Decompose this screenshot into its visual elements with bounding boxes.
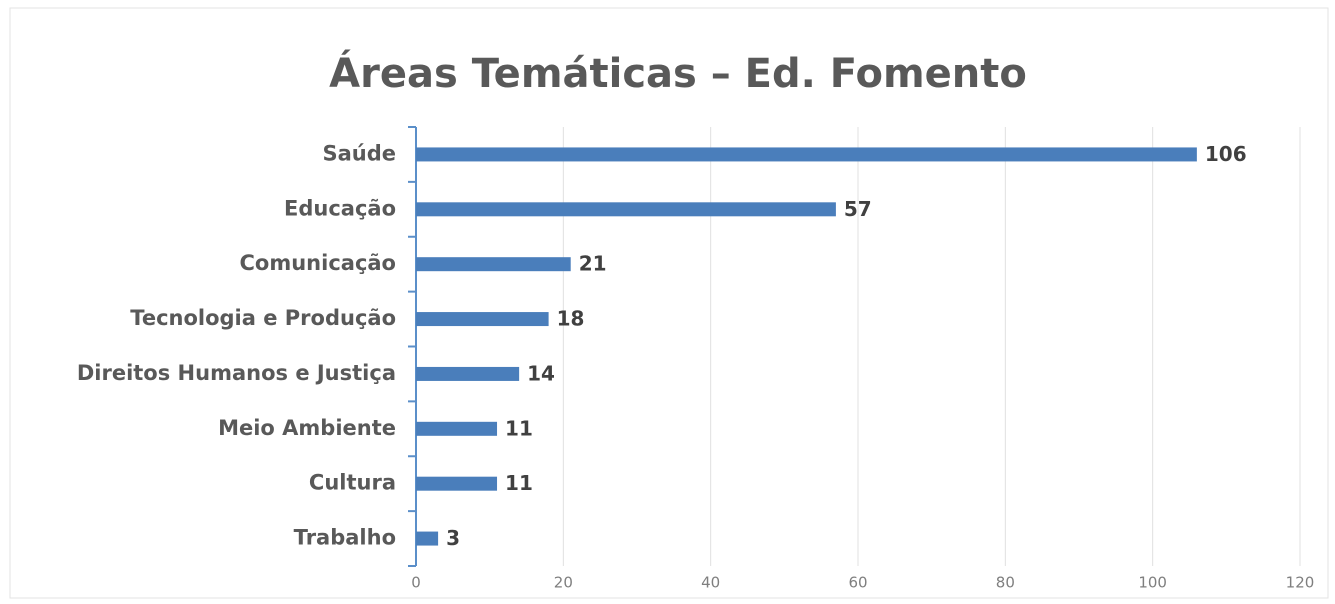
data-label: 11: [505, 416, 533, 440]
y-tick-label: Cultura: [309, 471, 396, 495]
data-label: 11: [505, 471, 533, 495]
data-label: 21: [579, 252, 607, 276]
x-tick-label: 100: [1138, 574, 1167, 592]
data-label: 14: [527, 361, 555, 385]
bar: [416, 421, 498, 436]
bar: [416, 531, 439, 546]
bar: [416, 202, 836, 217]
y-tick-label: Trabalho: [294, 526, 396, 550]
bar: [416, 476, 498, 491]
chart-title: Áreas Temáticas – Ed. Fomento: [329, 49, 1027, 97]
bar: [416, 312, 549, 327]
chart-border: [9, 7, 1329, 599]
y-tick-label: Saúde: [322, 141, 396, 165]
bar: [416, 147, 1197, 162]
y-tick-label: Comunicação: [240, 251, 397, 275]
y-tick-label: Tecnologia e Produção: [130, 306, 396, 330]
x-tick-label: 80: [996, 574, 1015, 592]
x-tick-label: 120: [1286, 574, 1315, 592]
data-label: 106: [1205, 142, 1247, 166]
x-tick-label: 20: [554, 574, 573, 592]
y-tick-label: Direitos Humanos e Justiça: [77, 361, 396, 385]
bar: [416, 366, 520, 381]
bar: [416, 257, 571, 272]
x-tick-label: 60: [848, 574, 867, 592]
y-tick-label: Educação: [284, 196, 396, 220]
data-label: 57: [844, 197, 872, 221]
y-tick-label: Meio Ambiente: [218, 416, 396, 440]
data-label: 18: [557, 307, 585, 331]
data-label: 3: [446, 526, 460, 550]
x-tick-label: 0: [411, 574, 421, 592]
x-tick-label: 40: [701, 574, 720, 592]
